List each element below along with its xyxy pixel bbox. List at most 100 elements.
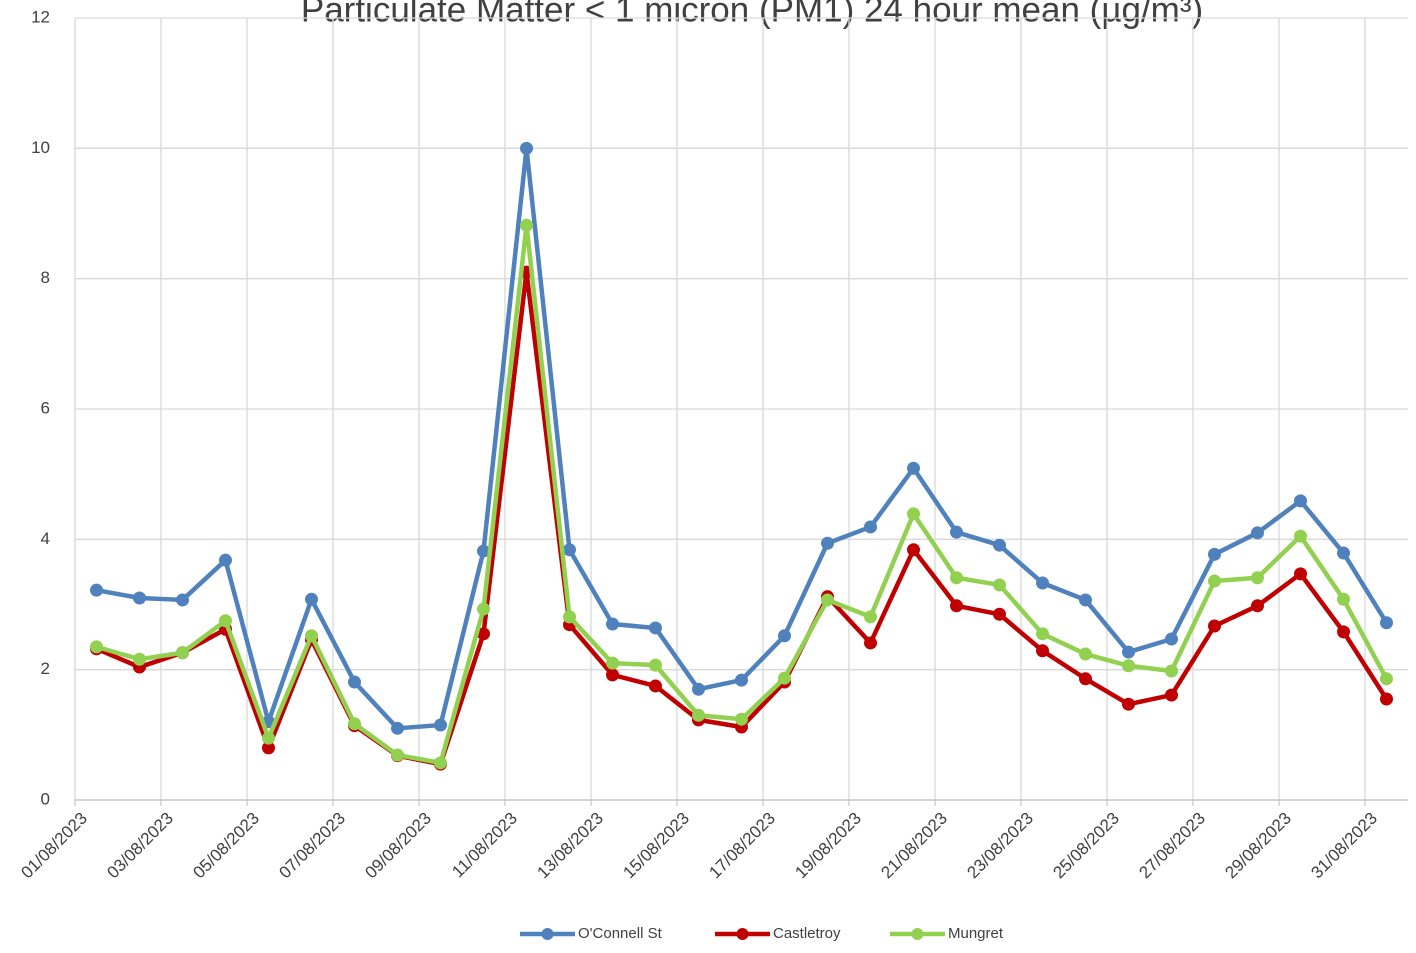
- y-tick-label: 10: [31, 138, 50, 157]
- data-point: [606, 668, 619, 682]
- x-tick-label: 11/08/2023: [448, 809, 521, 882]
- x-tick-label: 13/08/2023: [533, 809, 607, 883]
- data-point: [1337, 625, 1350, 639]
- legend-marker: [736, 928, 749, 940]
- data-point: [778, 671, 791, 685]
- data-point: [993, 538, 1006, 552]
- legend-marker: [541, 928, 554, 940]
- data-point: [262, 731, 275, 745]
- x-tick-label: 29/08/2023: [1221, 809, 1295, 883]
- data-point: [133, 652, 146, 666]
- data-point: [993, 607, 1006, 621]
- data-point: [477, 627, 490, 641]
- data-point: [1380, 692, 1393, 706]
- x-tick-label: 21/08/2023: [877, 809, 951, 883]
- data-point: [692, 682, 705, 696]
- data-point: [1294, 494, 1307, 508]
- legend-marker: [911, 928, 924, 940]
- x-tick-label: 23/08/2023: [963, 809, 1037, 883]
- data-point: [520, 218, 533, 232]
- data-point: [1165, 632, 1178, 646]
- data-point: [348, 675, 361, 689]
- data-point: [821, 593, 834, 607]
- x-tick-label: 19/08/2023: [791, 809, 865, 883]
- chart-title: Particulate Matter < 1 micron (PM1) 24 h…: [301, 0, 1203, 29]
- data-point: [348, 717, 361, 731]
- data-point: [176, 593, 189, 607]
- data-point: [1294, 567, 1307, 581]
- data-point: [907, 507, 920, 521]
- data-point: [1079, 647, 1092, 661]
- data-point: [950, 525, 963, 539]
- data-point: [434, 718, 447, 732]
- data-point: [305, 592, 318, 606]
- data-point: [133, 591, 146, 605]
- x-tick-label: 03/08/2023: [103, 809, 177, 883]
- data-point: [1165, 688, 1178, 702]
- y-tick-label: 2: [41, 659, 50, 678]
- data-point: [864, 636, 877, 650]
- data-point: [1122, 659, 1135, 673]
- data-point: [1208, 619, 1221, 633]
- x-tick-label: 07/08/2023: [275, 809, 349, 883]
- x-tick-label: 27/08/2023: [1135, 809, 1209, 883]
- y-tick-label: 12: [31, 7, 50, 26]
- data-point: [606, 656, 619, 670]
- data-point: [1036, 627, 1049, 641]
- data-point: [692, 708, 705, 722]
- legend-label: Castletroy: [773, 925, 841, 942]
- data-point: [907, 461, 920, 475]
- data-point: [219, 614, 232, 628]
- data-point: [477, 544, 490, 558]
- data-point: [993, 578, 1006, 592]
- data-point: [649, 679, 662, 693]
- data-point: [563, 610, 576, 624]
- data-point: [1251, 599, 1264, 613]
- data-point: [90, 583, 103, 597]
- legend-label: O'Connell St: [578, 925, 663, 942]
- data-point: [606, 617, 619, 631]
- data-point: [1337, 546, 1350, 560]
- data-point: [391, 748, 404, 762]
- data-point: [176, 646, 189, 660]
- data-point: [649, 658, 662, 672]
- data-point: [391, 721, 404, 735]
- data-point: [1036, 576, 1049, 590]
- data-point: [1122, 697, 1135, 711]
- data-point: [821, 536, 834, 550]
- data-point: [477, 602, 490, 616]
- data-point: [219, 553, 232, 567]
- data-point: [1079, 672, 1092, 686]
- legend-label: Mungret: [948, 925, 1004, 942]
- x-tick-label: 17/08/2023: [705, 809, 779, 883]
- x-tick-label: 31/08/2023: [1307, 809, 1381, 883]
- data-point: [1380, 672, 1393, 686]
- data-point: [1294, 529, 1307, 543]
- data-point: [864, 610, 877, 624]
- data-point: [1380, 616, 1393, 630]
- data-point: [1251, 571, 1264, 585]
- data-point: [950, 599, 963, 613]
- data-point: [735, 712, 748, 726]
- data-point: [262, 741, 275, 755]
- data-point: [735, 673, 748, 687]
- data-point: [305, 629, 318, 643]
- data-point: [1208, 574, 1221, 588]
- data-point: [1079, 593, 1092, 607]
- data-point: [907, 543, 920, 557]
- y-tick-label: 4: [41, 529, 50, 548]
- data-point: [1122, 645, 1135, 659]
- data-point: [1337, 592, 1350, 606]
- data-point: [1208, 547, 1221, 561]
- data-point: [1251, 526, 1264, 540]
- data-point: [434, 756, 447, 770]
- y-tick-label: 6: [41, 398, 50, 417]
- data-point: [520, 141, 533, 155]
- x-tick-label: 09/08/2023: [361, 809, 435, 883]
- data-point: [950, 571, 963, 585]
- data-point: [1165, 664, 1178, 678]
- data-point: [649, 621, 662, 635]
- data-point: [778, 629, 791, 643]
- y-tick-label: 8: [41, 268, 50, 287]
